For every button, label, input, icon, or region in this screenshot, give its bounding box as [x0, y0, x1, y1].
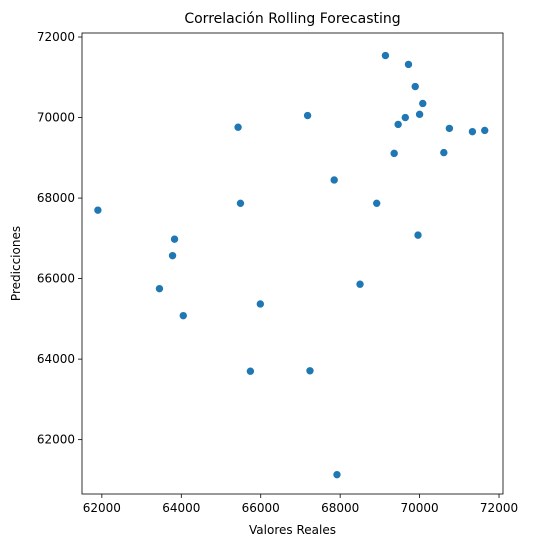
x-tick-label: 66000: [242, 501, 280, 515]
y-tick-label: 66000: [37, 272, 75, 286]
scatter-point: [332, 470, 342, 479]
scatter-points: [93, 51, 490, 479]
scatter-point: [381, 51, 390, 60]
scatter-point: [93, 205, 103, 215]
plot-area: [81, 32, 504, 495]
scatter-point: [155, 284, 164, 293]
scatter-point: [305, 366, 315, 376]
scatter-point: [400, 113, 410, 122]
y-tick-label: 62000: [37, 433, 75, 447]
scatter-point: [480, 126, 490, 135]
chart-title: Correlación Rolling Forecasting: [184, 11, 400, 27]
x-tick-label: 64000: [162, 501, 200, 515]
scatter-point: [413, 230, 423, 240]
scatter-point: [418, 99, 428, 108]
y-tick-label: 68000: [37, 191, 75, 205]
scatter-point: [468, 127, 477, 136]
x-tick-label: 72000: [480, 501, 518, 515]
scatter-point: [372, 199, 382, 208]
y-tick-label: 64000: [37, 352, 75, 366]
scatter-point: [445, 124, 454, 133]
y-tick-label: 70000: [37, 111, 75, 125]
scatter-point: [256, 299, 265, 309]
scatter-point: [236, 199, 245, 208]
scatter-point: [355, 279, 365, 289]
x-tick-label: 70000: [401, 501, 439, 515]
scatter-point: [389, 149, 399, 158]
scatter-point: [233, 122, 243, 132]
x-tick-label: 62000: [83, 501, 121, 515]
x-tick-label: 68000: [321, 501, 359, 515]
x-axis-label: Valores Reales: [249, 523, 336, 537]
scatter-point: [246, 366, 255, 376]
scatter-point: [168, 251, 177, 260]
scatter-point: [393, 120, 403, 129]
y-axis-label: Predicciones: [9, 226, 23, 301]
scatter-point: [178, 311, 188, 320]
scatter-point: [170, 234, 179, 244]
y-tick-label: 72000: [37, 30, 75, 44]
scatter-point: [439, 148, 449, 157]
scatter-point: [415, 110, 424, 119]
y-axis: 62000 64000 66000 68000 70000 72000: [37, 30, 82, 447]
scatter-point: [410, 82, 420, 91]
scatter-point: [329, 175, 339, 185]
scatter-point: [404, 60, 413, 69]
scatter-point: [303, 111, 312, 120]
x-axis: 62000 64000 66000 68000 70000 72000: [83, 494, 518, 515]
